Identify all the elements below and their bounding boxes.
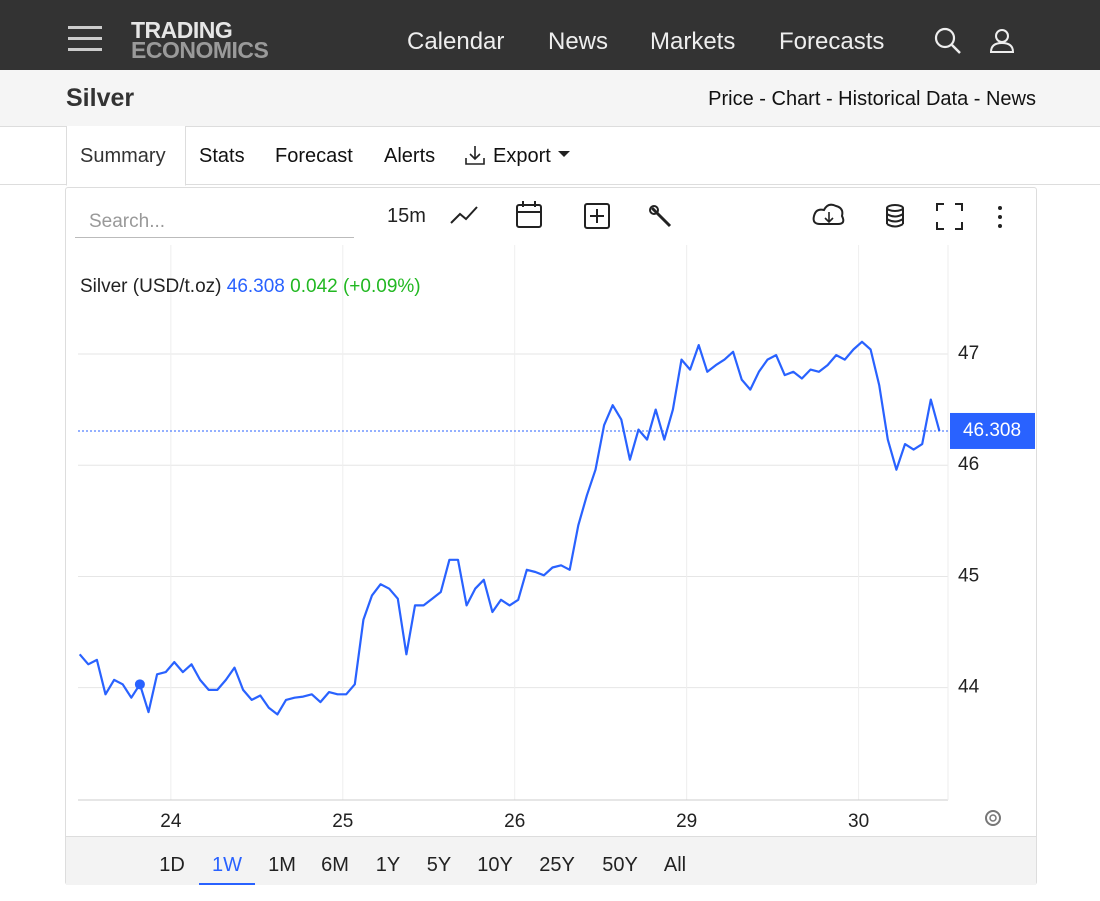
legend-name: Silver (USD/t.oz) (80, 276, 221, 297)
range-button[interactable]: 1D (159, 854, 185, 876)
x-tick-label: 29 (676, 811, 697, 832)
page-title: Silver (66, 84, 135, 112)
range-button[interactable]: All (663, 854, 687, 876)
range-button[interactable]: 25Y (539, 854, 575, 876)
search-placeholder: Search... (89, 211, 166, 232)
y-tick-label: 45 (958, 565, 979, 586)
range-button[interactable]: 1M (268, 854, 296, 876)
dropdown-caret (558, 151, 570, 157)
x-tick-label: 24 (160, 811, 182, 832)
tab[interactable]: Forecast (275, 145, 353, 167)
nav-link[interactable]: News (548, 28, 609, 55)
x-tick-label: 26 (504, 811, 525, 832)
range-button[interactable]: 6M (321, 854, 349, 876)
x-tick-label: 25 (332, 811, 353, 832)
logo[interactable]: TRADING ECONOMICS (131, 17, 269, 63)
search-icon[interactable] (934, 27, 964, 57)
logo-line: TRADING (131, 17, 233, 43)
active-tab (66, 126, 186, 186)
x-tick-label: 30 (848, 811, 869, 832)
y-tick-label: 46 (958, 454, 979, 475)
tab[interactable]: Alerts (384, 145, 436, 167)
interval[interactable]: 15m (387, 205, 426, 227)
tab[interactable]: Export (493, 145, 551, 167)
nav-link[interactable]: Forecasts (779, 28, 885, 55)
legend-change-pct: (+0.09%) (343, 276, 421, 297)
range-bar (66, 836, 1036, 885)
user-icon[interactable] (988, 27, 1018, 57)
last-price-label: 46.308 (963, 420, 1021, 441)
range-button[interactable]: 10Y (477, 854, 513, 876)
point-marker (134, 679, 145, 690)
top-bar: TRADING ECONOMICS Calendar News Markets F… (0, 0, 1100, 70)
nav-link[interactable]: Calendar (407, 28, 505, 55)
title-bar: Silver Price - Chart - Historical Data -… (0, 70, 1100, 127)
export-icon (465, 146, 485, 165)
range-button[interactable]: 50Y (602, 854, 638, 876)
y-tick-label: 47 (958, 343, 979, 364)
range-button[interactable]: 5Y (426, 854, 452, 876)
menu-icon[interactable] (68, 26, 104, 52)
breadcrumb[interactable]: Price - Chart - Historical Data - News (708, 88, 1036, 110)
tab[interactable]: Stats (199, 145, 245, 167)
search-box[interactable]: Search... (75, 203, 354, 238)
legend-change: 0.042 (290, 276, 338, 297)
tab-underline (0, 184, 1100, 185)
legend-last: 46.308 (227, 276, 285, 297)
y-tick-label: 44 (958, 677, 980, 698)
range-button[interactable]: 1W (199, 854, 255, 885)
legend: Silver (USD/t.oz) 46.308 0.042 (+0.09%) (80, 276, 421, 297)
range-button[interactable]: 1Y (375, 854, 401, 876)
nav-link[interactable]: Markets (650, 28, 736, 55)
tab[interactable]: Summary (80, 145, 166, 167)
price-line (78, 340, 941, 716)
logo-line: ECONOMICS (131, 37, 269, 63)
last-price-tag (950, 412, 1035, 449)
